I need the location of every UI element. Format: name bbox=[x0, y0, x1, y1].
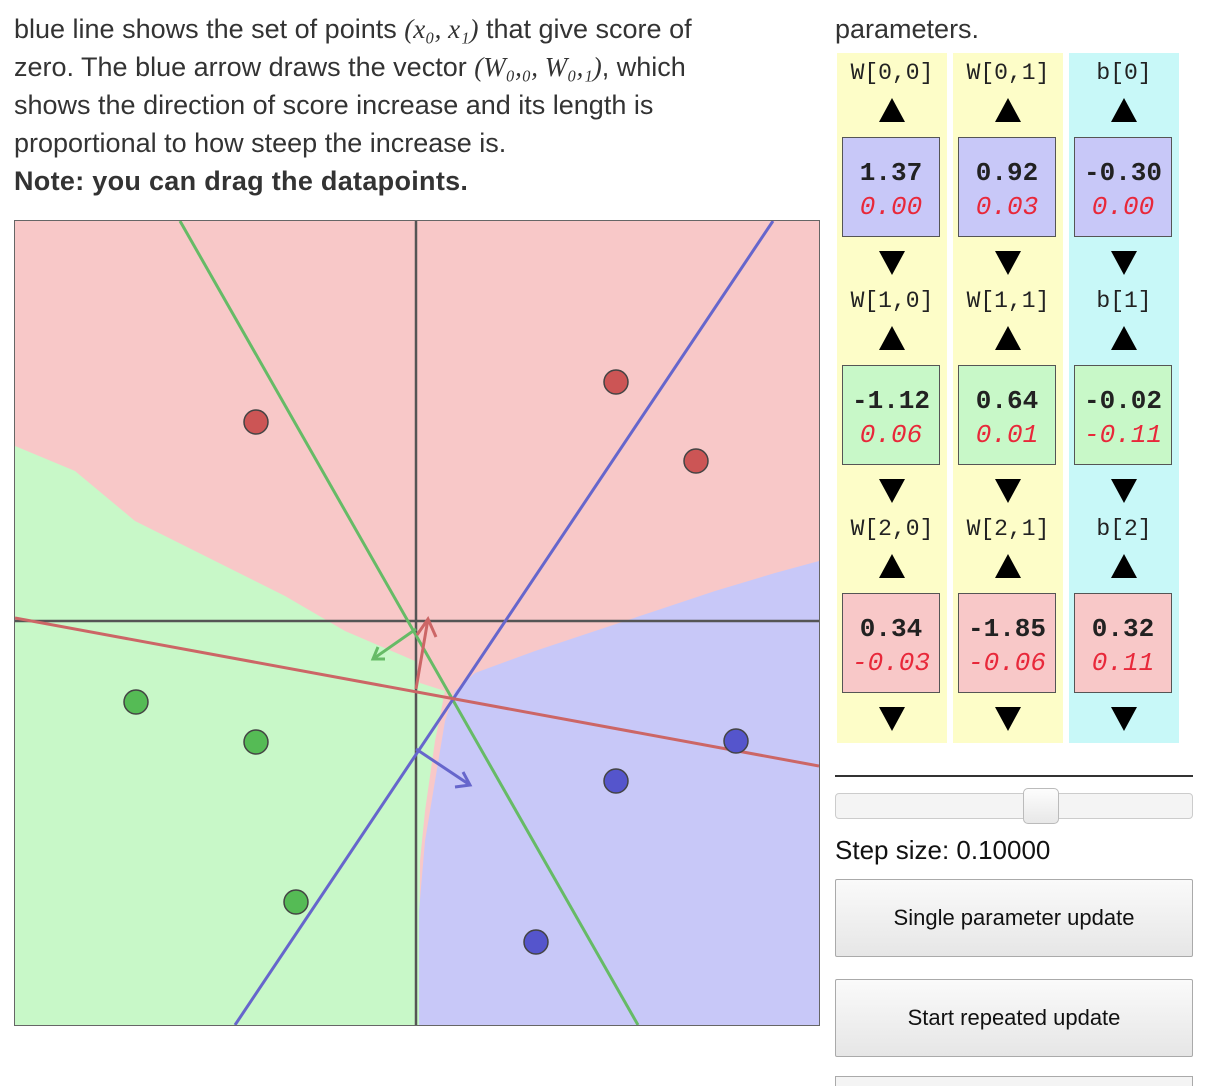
param-value-box: 0.92 0.03 bbox=[958, 137, 1056, 237]
param-gradient: 0.01 bbox=[975, 420, 1039, 450]
single-update-button[interactable]: Single parameter update bbox=[835, 879, 1193, 957]
decrease-arrow-icon[interactable] bbox=[1111, 707, 1137, 731]
param-label: W[0,0] bbox=[850, 60, 934, 86]
drag-note: Note: you can drag the datapoints. bbox=[14, 166, 469, 196]
param-gradient: 0.03 bbox=[975, 192, 1039, 222]
param-value-box: -1.12 0.06 bbox=[842, 365, 940, 465]
decrease-arrow-icon[interactable] bbox=[879, 251, 905, 275]
param-value: 0.64 bbox=[975, 386, 1039, 416]
math-x-pair: (x₀, x₁) bbox=[404, 14, 479, 44]
param-value-box: -0.30 0.00 bbox=[1074, 137, 1172, 237]
param-value-box: -1.85 -0.06 bbox=[958, 593, 1056, 693]
param-value: -1.12 bbox=[851, 386, 930, 416]
param-gradient: 0.00 bbox=[1091, 192, 1155, 222]
decrease-arrow-icon[interactable] bbox=[995, 251, 1021, 275]
param-value: -0.30 bbox=[1083, 158, 1162, 188]
param-value: 0.92 bbox=[975, 158, 1039, 188]
param-value: -0.02 bbox=[1083, 386, 1162, 416]
decrease-arrow-icon[interactable] bbox=[879, 479, 905, 503]
green-datapoint[interactable] bbox=[243, 729, 269, 755]
decrease-arrow-icon[interactable] bbox=[995, 707, 1021, 731]
blue-datapoint[interactable] bbox=[523, 929, 549, 955]
param-gradient: 0.00 bbox=[859, 192, 923, 222]
intro-line-3: shows the direction of score increase an… bbox=[14, 90, 654, 120]
slider-handle[interactable] bbox=[1023, 788, 1059, 824]
param-label: W[1,0] bbox=[850, 288, 934, 314]
parameters-heading: parameters. bbox=[835, 14, 980, 44]
step-size-label: Step size: 0.10000 bbox=[835, 835, 1051, 865]
red-class-zero-line bbox=[14, 616, 820, 768]
math-w-vector: (W₀,₀, W₀,₁) bbox=[474, 52, 602, 82]
param-value-box: 0.34 -0.03 bbox=[842, 593, 940, 693]
param-value-box: -0.02 -0.11 bbox=[1074, 365, 1172, 465]
increase-arrow-icon[interactable] bbox=[1111, 554, 1137, 578]
green-class-region bbox=[15, 446, 445, 1025]
blue-class-zero-line bbox=[233, 220, 775, 1026]
green-datapoint[interactable] bbox=[123, 689, 149, 715]
param-label: b[2] bbox=[1096, 516, 1152, 542]
decrease-arrow-icon[interactable] bbox=[879, 707, 905, 731]
param-label: W[2,1] bbox=[966, 516, 1050, 542]
increase-arrow-icon[interactable] bbox=[995, 326, 1021, 350]
decrease-arrow-icon[interactable] bbox=[1111, 479, 1137, 503]
increase-arrow-icon[interactable] bbox=[995, 554, 1021, 578]
decrease-arrow-icon[interactable] bbox=[1111, 251, 1137, 275]
param-value: 0.34 bbox=[859, 614, 923, 644]
decision-boundary-plot[interactable] bbox=[14, 220, 820, 1026]
decrease-arrow-icon[interactable] bbox=[995, 479, 1021, 503]
param-gradient: -0.06 bbox=[967, 648, 1046, 678]
increase-arrow-icon[interactable] bbox=[879, 98, 905, 122]
param-gradient: -0.03 bbox=[851, 648, 930, 678]
step-size-slider[interactable] bbox=[835, 788, 1193, 824]
green-weight-arrow bbox=[370, 627, 417, 661]
intro-text: , which bbox=[601, 52, 686, 82]
next-button-edge[interactable] bbox=[835, 1076, 1193, 1086]
increase-arrow-icon[interactable] bbox=[1111, 326, 1137, 350]
blue-datapoint[interactable] bbox=[603, 768, 629, 794]
param-value-box: 1.37 0.00 bbox=[842, 137, 940, 237]
param-value-box: 0.32 0.11 bbox=[1074, 593, 1172, 693]
increase-arrow-icon[interactable] bbox=[995, 98, 1021, 122]
param-gradient: 0.06 bbox=[859, 420, 923, 450]
param-gradient: 0.11 bbox=[1091, 648, 1155, 678]
blue-datapoint[interactable] bbox=[723, 728, 749, 754]
param-value: 1.37 bbox=[859, 158, 923, 188]
increase-arrow-icon[interactable] bbox=[879, 326, 905, 350]
intro-text: that give score of bbox=[478, 14, 692, 44]
increase-arrow-icon[interactable] bbox=[879, 554, 905, 578]
param-label: W[0,1] bbox=[966, 60, 1050, 86]
green-datapoint[interactable] bbox=[283, 889, 309, 915]
param-label: b[0] bbox=[1096, 60, 1152, 86]
intro-line-1: blue line shows the set of points (x₀, x… bbox=[14, 14, 692, 45]
intro-text: zero. The blue arrow draws the vector bbox=[14, 52, 475, 82]
increase-arrow-icon[interactable] bbox=[1111, 98, 1137, 122]
red-weight-arrow bbox=[414, 615, 438, 690]
param-label: W[2,0] bbox=[850, 516, 934, 542]
green-class-zero-line bbox=[178, 220, 640, 1026]
red-datapoint[interactable] bbox=[243, 409, 269, 435]
param-value: -1.85 bbox=[967, 614, 1046, 644]
param-label: b[1] bbox=[1096, 288, 1152, 314]
param-value: 0.32 bbox=[1091, 614, 1155, 644]
repeated-update-button[interactable]: Start repeated update bbox=[835, 979, 1193, 1057]
intro-line-2: zero. The blue arrow draws the vector (W… bbox=[14, 52, 686, 83]
param-gradient: -0.11 bbox=[1083, 420, 1162, 450]
param-label: W[1,1] bbox=[966, 288, 1050, 314]
red-datapoint[interactable] bbox=[683, 448, 709, 474]
intro-text: blue line shows the set of points bbox=[14, 14, 405, 44]
blue-weight-arrow bbox=[415, 747, 473, 789]
param-value-box: 0.64 0.01 bbox=[958, 365, 1056, 465]
plot-canvas[interactable] bbox=[14, 220, 820, 1026]
divider bbox=[835, 775, 1193, 777]
red-datapoint[interactable] bbox=[603, 369, 629, 395]
intro-line-4: proportional to how steep the increase i… bbox=[14, 128, 507, 158]
